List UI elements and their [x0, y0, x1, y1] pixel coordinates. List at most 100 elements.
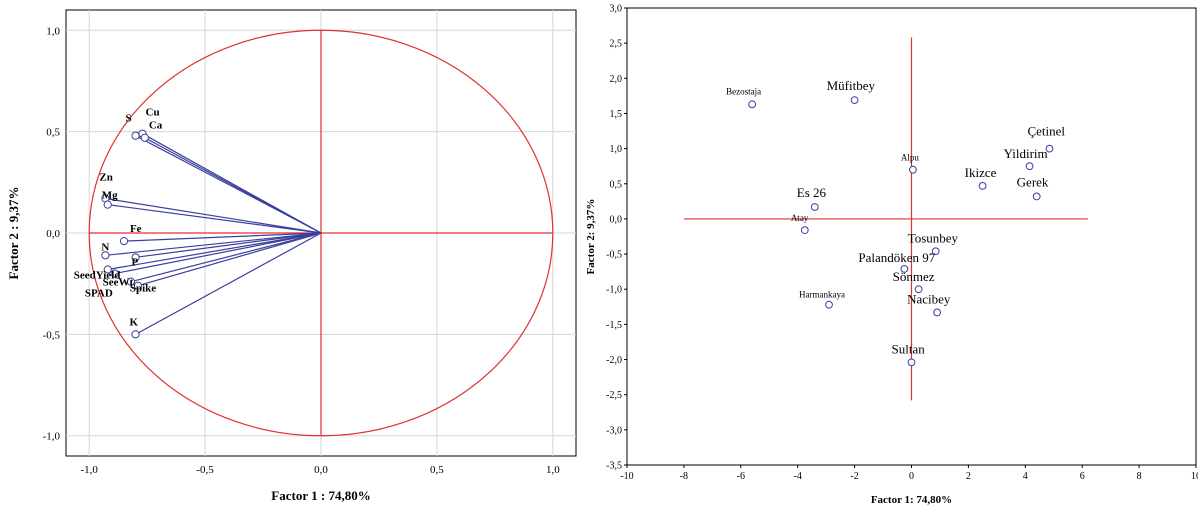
loading-point	[126, 277, 136, 286]
y-tick-label: -2,0	[606, 355, 622, 366]
genotype-point	[825, 300, 833, 309]
genotype-points	[748, 96, 1054, 367]
variable-label: SeeWt	[103, 277, 134, 289]
genotype-label: Çetinel	[1027, 124, 1065, 139]
loading-point	[103, 200, 112, 209]
y-tick-label: 2,0	[610, 74, 623, 85]
loading-vector	[137, 232, 322, 287]
genotype-point	[978, 181, 987, 190]
y-tick-label: -2,5	[606, 390, 622, 401]
x-tick-label: 0	[909, 471, 914, 482]
variable-label: Zn	[99, 172, 112, 184]
loading-vector	[105, 232, 322, 256]
x-tick-labels: -10 -8 -6 -4 -2 0 2 4 6 8 10	[620, 465, 1198, 482]
genotype-point	[1045, 144, 1054, 153]
loading-vector	[107, 232, 322, 271]
genotype-labels: Bezostaja Müfitbey Çetinel Yildirim Alpu Ikiz…	[726, 78, 1065, 356]
genotype-point	[900, 264, 909, 273]
variable-label: SPAD	[85, 288, 113, 300]
loading-vector	[130, 232, 322, 283]
genotype-label: Alpu	[901, 153, 920, 163]
genotype-label: Nacibey	[907, 291, 951, 306]
loading-point	[101, 251, 110, 260]
y-tick-label: -3,5	[606, 461, 622, 472]
genotype-label: Yildirim	[1004, 146, 1048, 161]
loading-vector	[135, 232, 322, 258]
genotype-point	[931, 247, 940, 256]
loading-point	[133, 281, 142, 290]
variable-label: Spike	[130, 283, 156, 295]
genotype-label: Atay	[791, 213, 809, 223]
variable-label: K	[130, 316, 139, 328]
loading-point	[131, 253, 140, 262]
genotype-label: Sönmez	[893, 269, 935, 284]
genotype-label: Gerek	[1017, 174, 1049, 189]
loading-vector	[105, 197, 322, 234]
x-tick-label: 6	[1080, 471, 1085, 482]
y-tick-label: 1,0	[46, 25, 60, 37]
x-tick-label: -8	[680, 471, 688, 482]
x-tick-labels: -1,0 -0,5 0,0 0,5 1,0	[80, 464, 560, 476]
genotype-point	[810, 203, 819, 211]
y-tick-label: -1,0	[606, 285, 622, 296]
loading-vector	[114, 232, 322, 275]
loading-point	[140, 133, 149, 142]
x-tick-label: 1,0	[546, 464, 560, 476]
y-tick-label: 0,5	[46, 127, 60, 139]
variable-label: N	[101, 241, 109, 253]
y-tick-label: -0,5	[43, 329, 61, 341]
origin-axes	[683, 37, 1088, 401]
y-axis-title: Factor 2 : 9,37%	[6, 187, 21, 280]
y-tick-labels: -1,0 -0,5 0,0 0,5 1,0	[43, 25, 61, 442]
x-tick-label: -1,0	[80, 464, 98, 476]
loading-point	[110, 269, 119, 278]
variable-label: SeedYield	[74, 269, 121, 281]
x-tick-label: -2	[850, 471, 858, 482]
x-tick-label: 0,0	[314, 464, 328, 476]
variable-label: Cu	[146, 107, 160, 119]
genotype-label: Tosunbey	[908, 230, 959, 245]
y-tick-label: -1,5	[606, 320, 622, 331]
genotype-point	[907, 358, 916, 367]
genotype-label: Palandöken 97	[858, 250, 935, 265]
genotype-label: Ikizce	[965, 165, 997, 180]
x-tick-label: -4	[794, 471, 802, 482]
loading-vector	[135, 232, 322, 335]
y-tick-label: 1,0	[610, 144, 623, 155]
genotype-label: Bezostaja	[726, 86, 761, 96]
variable-label: Ca	[149, 120, 163, 132]
y-tick-label: 0,0	[46, 228, 60, 240]
genotype-point	[933, 308, 942, 317]
genotype-point	[914, 285, 923, 294]
x-axis-title: Factor 1 : 74,80%	[271, 488, 370, 503]
x-tick-label: 10	[1191, 471, 1198, 482]
loading-vector	[107, 204, 322, 234]
loading-vector	[123, 232, 322, 242]
genotype-label: Sultan	[892, 341, 926, 356]
x-tick-label: 0,5	[430, 464, 444, 476]
x-tick-label: 8	[1137, 471, 1142, 482]
genotype-point	[1025, 162, 1034, 171]
genotype-point	[850, 96, 859, 105]
y-tick-label: -1,0	[43, 431, 61, 443]
y-tick-label: -0,5	[606, 250, 622, 261]
y-tick-label: 1,5	[610, 109, 623, 120]
variable-label: Mg	[102, 190, 118, 202]
score-plot-chart: Bezostaja Müfitbey Çetinel Yildirim Alpu Ikiz…	[585, 4, 1198, 507]
genotype-label: Harmankaya	[799, 290, 845, 300]
variable-label: Fe	[130, 223, 142, 235]
loading-vector	[144, 137, 322, 234]
y-axis-title: Factor 2: 9,37%	[585, 199, 597, 275]
y-tick-label: 2,5	[610, 39, 623, 50]
y-tick-label: 3,0	[610, 4, 623, 15]
y-tick-label: 0,5	[610, 179, 623, 190]
genotype-point	[748, 100, 757, 109]
loading-point	[103, 265, 112, 274]
x-tick-label: -6	[737, 471, 745, 482]
y-tick-label: -3,0	[606, 425, 622, 436]
x-axis-title: Factor 1: 74,80%	[871, 494, 952, 506]
x-tick-label: 2	[966, 471, 971, 482]
x-tick-label: -10	[620, 471, 633, 482]
loading-point	[131, 131, 140, 140]
